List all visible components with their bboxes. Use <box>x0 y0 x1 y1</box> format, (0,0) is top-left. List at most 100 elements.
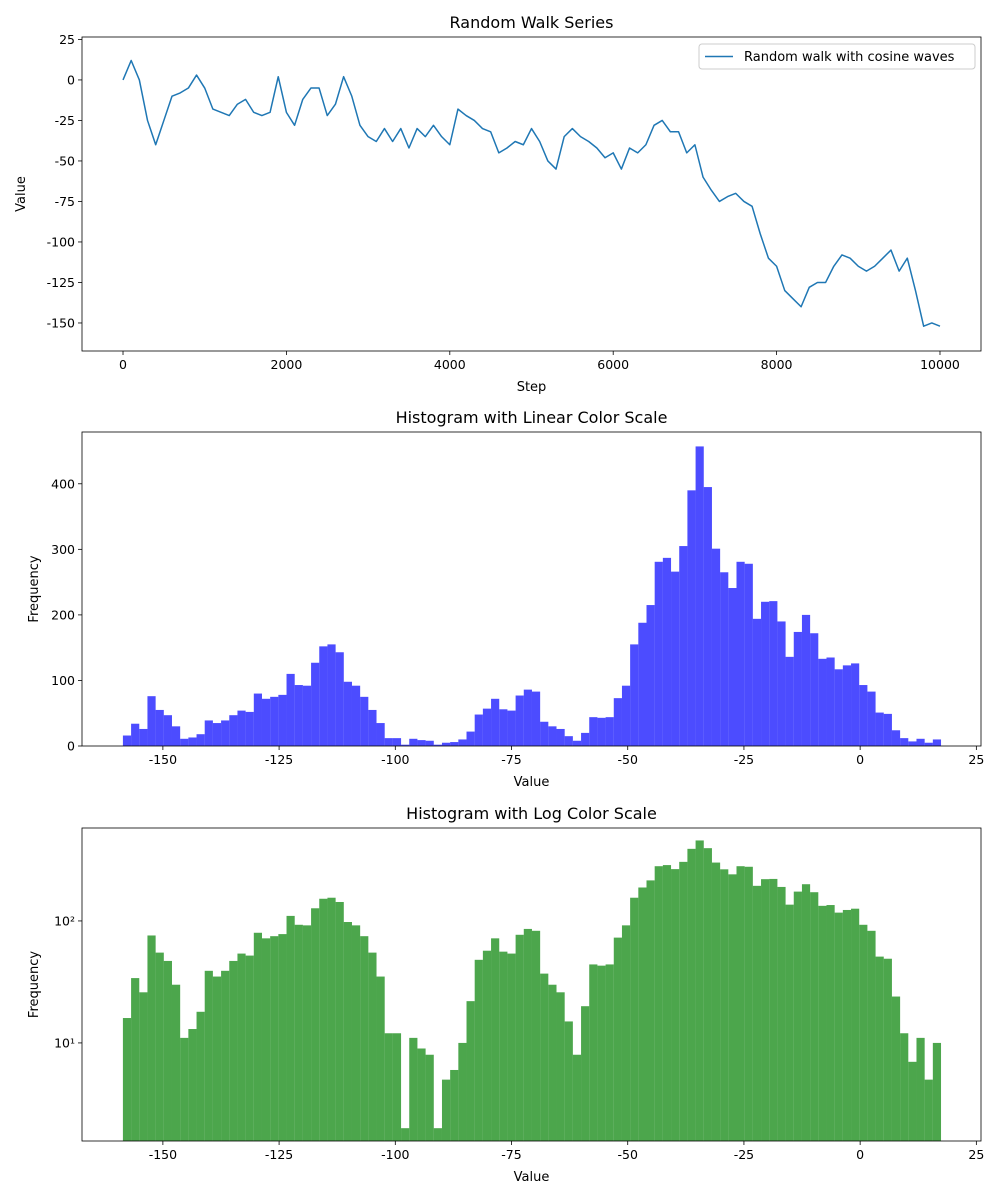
bar <box>826 657 835 746</box>
bar <box>376 723 385 746</box>
bar <box>212 723 222 746</box>
bar <box>761 601 770 746</box>
bar <box>793 631 802 746</box>
bar <box>703 487 712 746</box>
bar <box>294 685 303 746</box>
bar <box>687 490 696 746</box>
bar <box>531 691 541 746</box>
bar <box>441 742 451 746</box>
bar <box>540 721 549 746</box>
x-tick-label: -50 <box>618 752 638 767</box>
bar <box>572 740 582 746</box>
bar <box>425 1054 434 1141</box>
x-tick-label: -125 <box>265 752 293 767</box>
y-axis-label: Frequency <box>27 951 42 1018</box>
y-tick-label: 25 <box>59 32 75 47</box>
x-tick-label: 8000 <box>761 357 793 372</box>
bar <box>851 663 860 746</box>
bar <box>621 685 631 746</box>
subplot: -150 -125 -100 -75 -50 -25 0 25 10¹ 10² Histogram … <box>27 804 984 1185</box>
bar <box>695 446 704 746</box>
bar <box>671 571 680 746</box>
bar <box>474 959 483 1141</box>
bar <box>638 887 647 1141</box>
bar <box>425 740 434 746</box>
bar <box>859 924 868 1141</box>
bar <box>916 738 925 746</box>
bar <box>515 695 524 746</box>
chart-title: Random Walk Series <box>450 13 614 32</box>
bar <box>286 673 295 746</box>
y-tick-label: 400 <box>51 476 75 491</box>
bar <box>842 909 852 1141</box>
bar <box>155 709 164 746</box>
bar <box>646 605 655 746</box>
bar <box>818 905 827 1141</box>
bar <box>261 698 271 746</box>
chart-title: Histogram with Linear Color Scale <box>396 408 668 427</box>
bar <box>613 937 622 1141</box>
bar <box>458 1042 467 1141</box>
bar <box>466 1001 475 1141</box>
y-tick-label: 300 <box>51 542 75 557</box>
bar <box>605 964 614 1141</box>
bar <box>409 1037 418 1141</box>
bar <box>171 984 181 1141</box>
bar <box>621 925 631 1141</box>
x-tick-label: -125 <box>265 1147 293 1162</box>
x-tick-label: -100 <box>381 752 409 767</box>
bar <box>466 731 475 746</box>
bar <box>834 669 843 746</box>
bar <box>630 897 639 1141</box>
bar <box>171 726 181 746</box>
bar <box>270 696 279 746</box>
bar <box>752 885 762 1141</box>
line <box>122 59 941 327</box>
bar <box>196 734 205 746</box>
bar <box>319 646 328 746</box>
bar <box>294 924 303 1141</box>
bar <box>491 698 500 746</box>
plot-area <box>122 59 941 327</box>
bar <box>932 1042 942 1141</box>
bar <box>720 572 729 746</box>
bar <box>654 866 663 1141</box>
x-tick-label: 25 <box>968 752 984 767</box>
bar <box>229 960 238 1141</box>
y-tick-label: 200 <box>51 607 75 622</box>
bar <box>679 861 688 1141</box>
bar <box>785 904 794 1141</box>
bar <box>908 1061 917 1141</box>
bar <box>875 956 884 1141</box>
bar <box>401 744 410 746</box>
x-tick-label: 0 <box>119 357 127 372</box>
bar <box>589 964 598 1141</box>
bar <box>646 880 655 1141</box>
bar <box>237 710 246 746</box>
bar <box>433 744 442 746</box>
x-tick-label: 25 <box>968 1147 984 1162</box>
bar <box>368 709 377 746</box>
y-tick-label: 0 <box>67 72 75 87</box>
x-tick-label: 6000 <box>597 357 629 372</box>
bar <box>392 738 402 746</box>
bar <box>474 714 483 746</box>
bar <box>793 891 802 1141</box>
x-axis-label: Step <box>517 380 547 395</box>
bar <box>360 696 369 746</box>
bar <box>139 728 148 746</box>
bar <box>147 696 156 746</box>
bar <box>851 908 860 1141</box>
bar <box>908 741 917 746</box>
bar <box>785 656 794 746</box>
bar <box>859 685 868 746</box>
bar <box>458 739 467 746</box>
bar <box>752 618 762 746</box>
bar <box>327 897 336 1141</box>
bar <box>891 996 901 1141</box>
bar <box>180 738 189 746</box>
bar <box>343 681 352 746</box>
y-tick-label: 10¹ <box>54 1035 75 1050</box>
bar <box>131 978 140 1141</box>
bar <box>769 878 778 1141</box>
